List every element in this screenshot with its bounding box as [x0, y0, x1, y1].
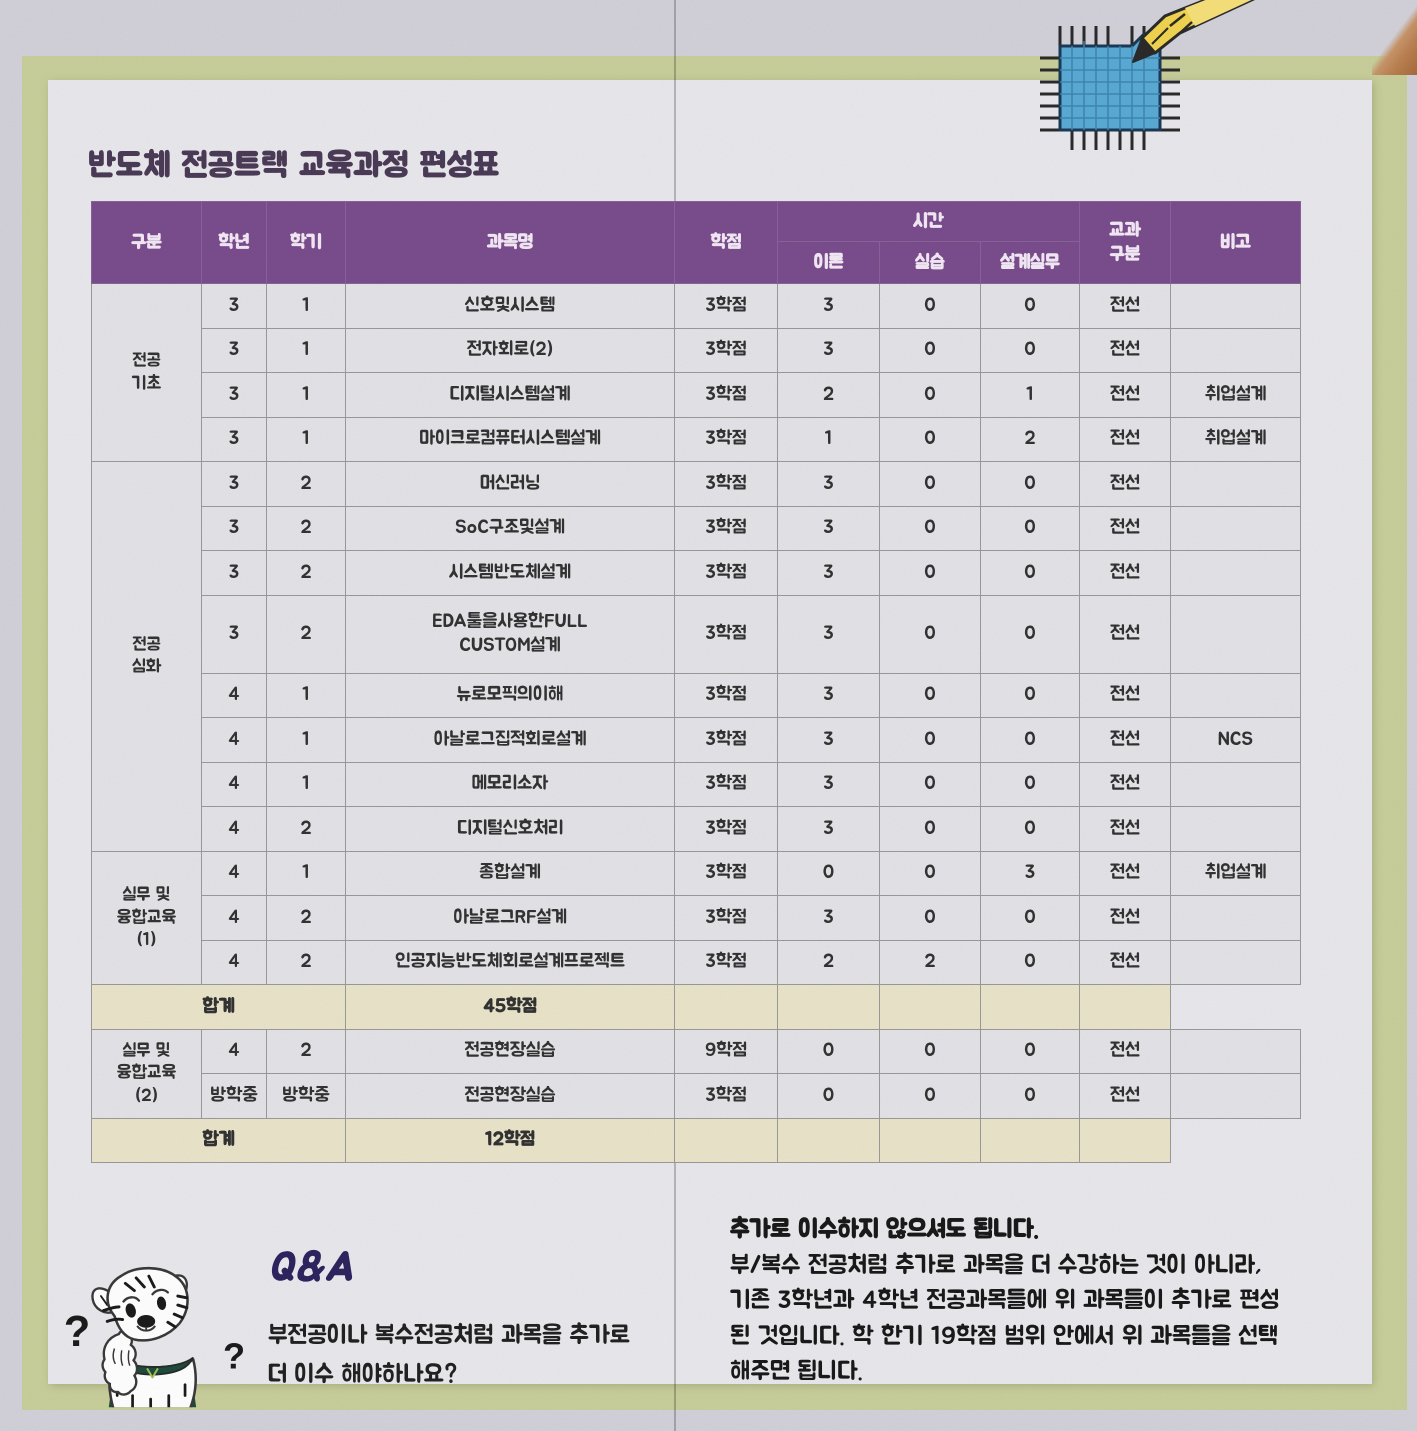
svg-text:?: ?: [64, 1308, 91, 1356]
svg-text:?: ?: [223, 1335, 245, 1376]
